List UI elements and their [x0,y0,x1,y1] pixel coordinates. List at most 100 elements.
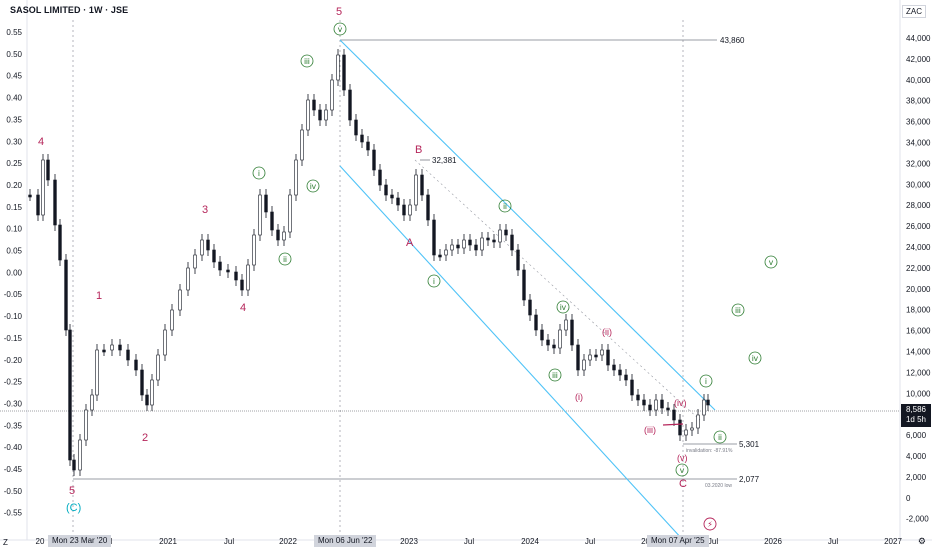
candle-body [384,184,388,196]
left-axis-tick: 0.20 [6,181,22,190]
candle-body [474,244,478,251]
candle-body [90,394,94,411]
candle-body [270,211,274,231]
left-axis-tick: -0.25 [4,378,23,387]
candle-body [330,79,334,111]
chart-title: SASOL LIMITED · 1W · JSE [10,5,129,15]
candle-body [654,399,658,411]
candle-body [206,239,210,251]
candle-body [564,319,568,331]
left-axis-tick: 0.00 [6,268,22,277]
candle-body [612,364,616,371]
candle-body [432,219,436,256]
candle-body [258,194,262,236]
wave-label-ii-top: ii [283,254,287,264]
candle-body [264,194,268,213]
candle-body [150,379,154,406]
settings-gear-icon[interactable]: ⚙ [917,536,926,546]
candle-body [324,109,328,121]
level-43860-label: 43,860 [720,36,745,45]
svg-text:⚡: ⚡ [707,520,713,529]
left-axis-tick: -0.05 [4,290,23,299]
right-axis-tick: -2,000 [906,515,929,524]
date-badge-2022: Mon 06 Jun '22 [314,535,377,547]
date-badge-2020: Mon 23 Mar '20 [48,535,112,547]
candle-body [102,349,106,353]
candle-body [420,174,424,196]
wave-label-minor-v: (v) [677,453,688,463]
candle-body [426,194,430,221]
candle-body [95,349,99,396]
time-axis-label: Jul [828,537,838,546]
candle-body [468,239,472,246]
candle-body [68,329,72,461]
candle-body [588,354,592,361]
candle-body [396,197,400,206]
candle-body [414,174,418,206]
left-axis-tick: 0.25 [6,159,22,168]
wave-label-5-top: 5 [336,6,342,18]
left-axis-tick: -0.20 [4,356,23,365]
time-axis-label: 2024 [521,537,539,546]
candle-body [696,414,700,429]
candle-body [53,179,57,226]
left-axis-tick: 0.35 [6,115,22,124]
candle-body [408,204,412,216]
right-axis-tick: 6,000 [906,431,927,440]
candle-body [600,349,604,356]
left-axis-tick: 0.55 [6,28,22,37]
candle-body [193,254,197,269]
candle-body [666,407,670,411]
wave-label-4-left: 4 [38,136,44,148]
candle-body [212,249,216,263]
candle-body [163,329,167,356]
right-axis-tick: 2,000 [906,473,927,482]
candle-body [282,231,286,241]
wave-label-iv-future: iv [752,353,759,363]
candle-body [300,129,304,161]
candle-body [288,194,292,233]
left-axis-tick: 0.15 [6,203,22,212]
wave-label-v-low: v [680,465,685,475]
candle-body [218,261,222,271]
candle-body [684,429,688,436]
time-axis-label: 20 [36,537,45,546]
wave-label-i-mid: i [433,276,435,286]
candle-body [582,359,586,371]
left-axis-tick: 0.05 [6,247,22,256]
wave-label-c: C [679,478,687,490]
candle-body [552,344,556,349]
alert-lightning-icon[interactable]: ⚡ [703,517,717,531]
candle-body [390,194,394,199]
time-axis-label: 2022 [279,537,297,546]
timezone-button[interactable]: Z [3,538,8,547]
right-axis-tick: 42,000 [906,55,931,64]
right-axis-tick: 24,000 [906,243,931,252]
candle-body [126,349,130,361]
candle-body [372,149,376,171]
channel-upper-line[interactable] [339,39,716,411]
candle-body [200,239,204,256]
right-axis-tick: 10,000 [906,389,931,398]
right-axis-tick: 30,000 [906,180,931,189]
wave-label-iv-top: iv [310,181,317,191]
candle-body [72,459,76,471]
wave-label-v-top: v [338,24,343,34]
right-axis-tick: 20,000 [906,285,931,294]
candle-body [170,309,174,331]
right-axis-tick: 38,000 [906,97,931,106]
candle-body [462,239,466,249]
wave-label-iii-top: iii [304,56,310,66]
channel-lower-line[interactable] [339,165,684,541]
candle-body [618,369,622,376]
right-axis-tick: 4,000 [906,452,927,461]
candle-body [546,339,550,346]
time-axis-label: 2021 [159,537,177,546]
left-axis-tick: 0.40 [6,94,22,103]
candle-body [702,399,706,416]
candle-body [642,399,646,406]
currency-unit-button[interactable]: ZAC [902,5,926,18]
wave-label-minor-iii: (iii) [644,425,656,435]
candle-body [660,399,664,409]
